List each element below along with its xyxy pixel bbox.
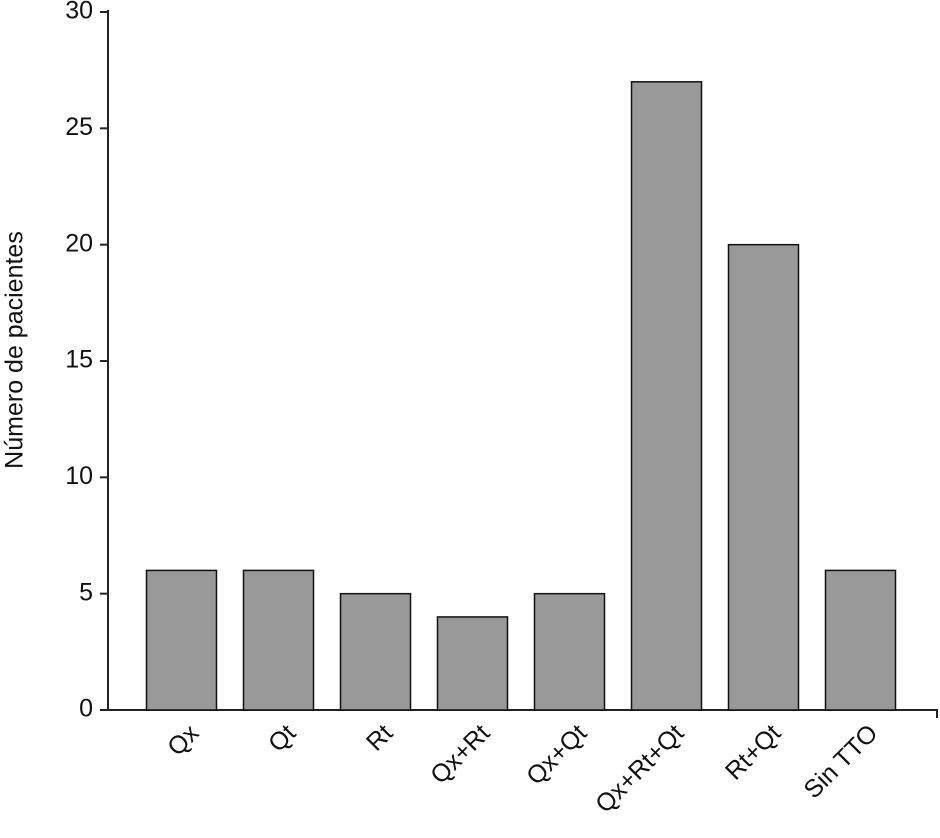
bar: [824, 569, 897, 711]
x-tick-label: Qx: [162, 719, 205, 762]
bar: [145, 569, 218, 711]
bar: [533, 592, 606, 711]
y-tick-label: 10: [65, 462, 93, 490]
y-tick-label: 15: [65, 346, 93, 374]
bar: [630, 81, 703, 711]
bar: [436, 616, 509, 711]
y-axis-label: Número de pacientes: [1, 231, 29, 469]
x-tick-label: Qt: [263, 719, 301, 757]
bar: [242, 569, 315, 711]
x-tick-label: Rt+Qt: [720, 719, 787, 786]
y-tick-label: 25: [65, 113, 93, 141]
y-tick-label: 0: [79, 695, 93, 723]
x-tick-label: Rt: [361, 719, 399, 757]
bar: [339, 592, 412, 711]
x-tick-label: Qx+Qt: [521, 719, 592, 790]
bar: [727, 243, 800, 711]
x-tick-label: Qx+Rt: [425, 719, 495, 789]
y-tick-label: 5: [79, 578, 93, 606]
x-tick-label: Sin TTO: [798, 719, 883, 804]
y-tick-label: 20: [65, 229, 93, 257]
y-tick-label: 30: [65, 0, 93, 25]
x-tick-label: Qx+Rt+Qt: [590, 719, 689, 818]
